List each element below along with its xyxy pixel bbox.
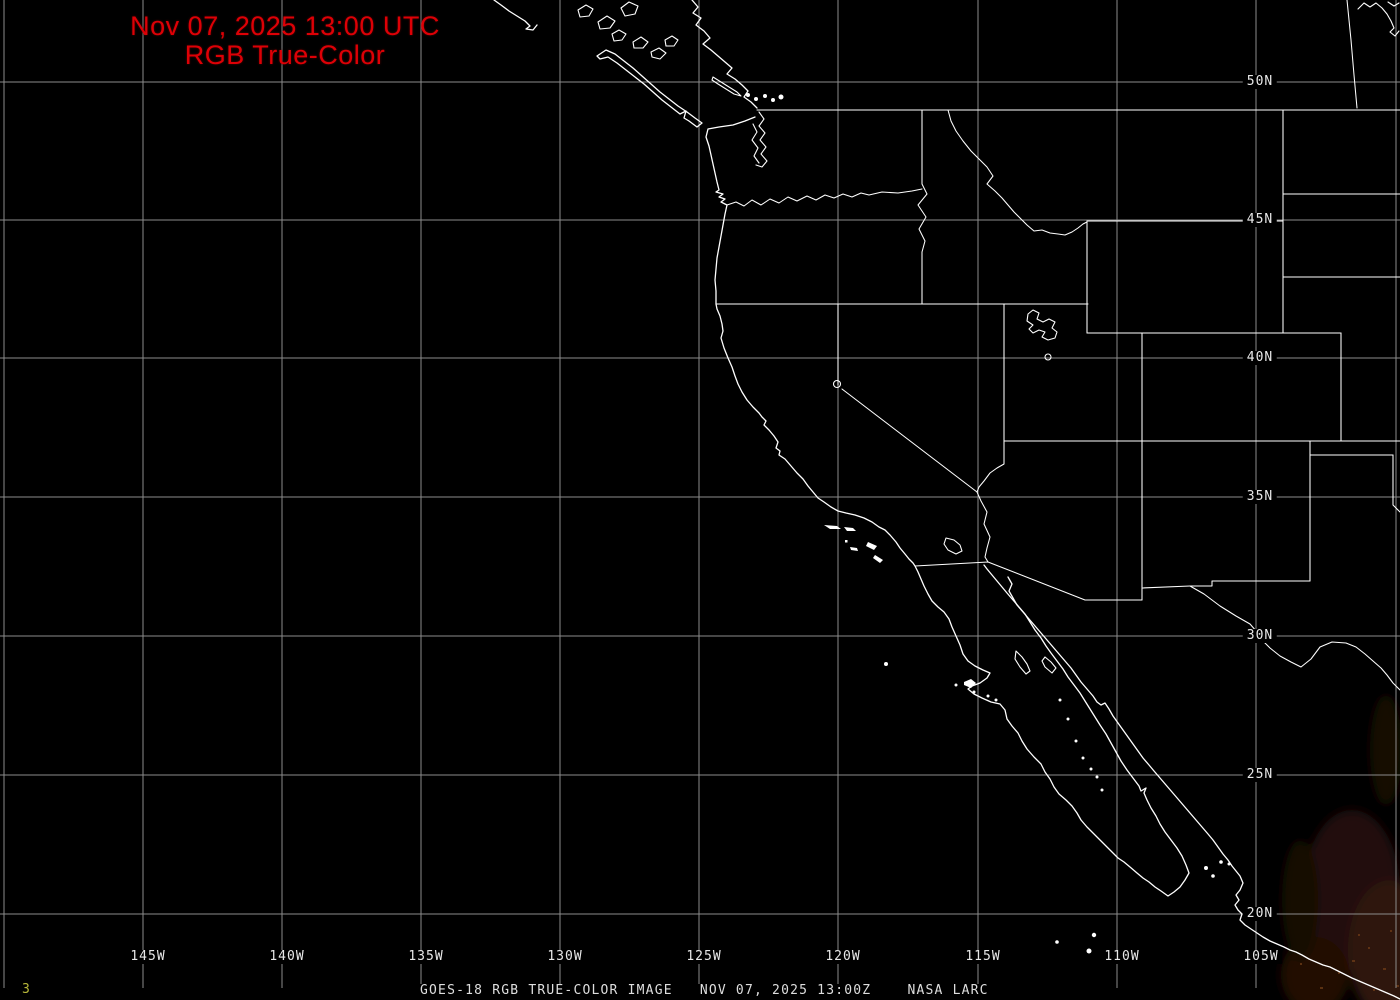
isla-angel-de-la-guarda <box>1014 650 1031 675</box>
image-caption: GOES-18 RGB TRUE-COLOR IMAGE NOV 07, 202… <box>420 983 989 998</box>
lon-label-135W: 135W <box>404 950 448 964</box>
border-sk-mb <box>1346 0 1358 109</box>
manitoba-lakes <box>1357 1 1400 37</box>
channel-island-san-nicolas <box>850 547 858 551</box>
image-title-overlay: Nov 07, 2025 13:00 UTC RGB True-Color <box>105 12 465 70</box>
lon-label-125W: 125W <box>682 950 726 964</box>
coastline-mainland-mexico <box>1007 576 1400 1000</box>
border-nm-bootheel <box>1141 585 1191 589</box>
small-islands <box>746 93 1231 954</box>
channel-island-santa-rosa <box>824 525 841 529</box>
product-name-text: RGB True-Color <box>184 40 386 70</box>
isla-guadalupe <box>884 662 888 666</box>
border-tx-nm-32n <box>1189 580 1311 587</box>
border-tx-100w-red-river <box>1392 454 1400 513</box>
lon-label-110W: 110W <box>1100 950 1144 964</box>
lakes <box>832 309 1058 555</box>
dawn-lit-terrain <box>1281 695 1400 1000</box>
islas-revillagigedo <box>1055 940 1059 944</box>
lon-label-115W: 115W <box>961 950 1005 964</box>
lat-label-20N: 20N <box>1242 907 1278 921</box>
coastline-bc-mainland <box>691 0 758 109</box>
isla-cedros <box>964 679 976 688</box>
border-rio-grande <box>1189 585 1400 691</box>
coastline-us-west-and-baja <box>705 116 1190 897</box>
islas-marias <box>1204 866 1208 870</box>
lon-label-140W: 140W <box>265 950 309 964</box>
puget-sound-inlets <box>751 111 768 168</box>
salton-sea <box>943 537 963 555</box>
isla-tiburon <box>1041 656 1057 674</box>
border-ca-az-colorado-river <box>976 491 991 563</box>
border-ca-nv-diagonal <box>841 388 978 493</box>
border-id-mt <box>947 109 1088 236</box>
lat-label-45N: 45N <box>1242 213 1278 227</box>
border-us-mexico-west <box>914 561 1143 601</box>
lake-tahoe <box>832 379 842 389</box>
lat-label-25N: 25N <box>1242 768 1278 782</box>
lon-label-145W: 145W <box>126 950 170 964</box>
lon-label-120W: 120W <box>821 950 865 964</box>
gulf-of-california-islands <box>1014 650 1057 675</box>
border-nv-az-colorado-river <box>976 440 1005 493</box>
channel-island-san-clemente <box>873 555 883 563</box>
border-wa-id-and-or-id <box>917 109 928 305</box>
lat-label-50N: 50N <box>1242 75 1278 89</box>
timestamp-text: Nov 07, 2025 13:00 UTC <box>130 11 440 41</box>
channel-island-santa-cruz <box>844 527 856 531</box>
frame-number: 3 <box>22 982 30 997</box>
coastline-vancouver-island <box>596 49 703 128</box>
terrain-speckles <box>1300 930 1399 991</box>
lon-label-130W: 130W <box>543 950 587 964</box>
great-salt-lake <box>1026 309 1058 341</box>
utah-lake <box>1044 353 1052 361</box>
channel-island-catalina <box>866 542 877 550</box>
lat-label-30N: 30N <box>1242 629 1278 643</box>
coastline-haida-gwaii <box>493 0 538 31</box>
lat-label-35N: 35N <box>1242 490 1278 504</box>
lon-label-105W: 105W <box>1239 950 1283 964</box>
border-wa-or-columbia-river <box>726 188 923 207</box>
lat-label-40N: 40N <box>1242 351 1278 365</box>
bc-coastal-islands <box>577 1 742 97</box>
